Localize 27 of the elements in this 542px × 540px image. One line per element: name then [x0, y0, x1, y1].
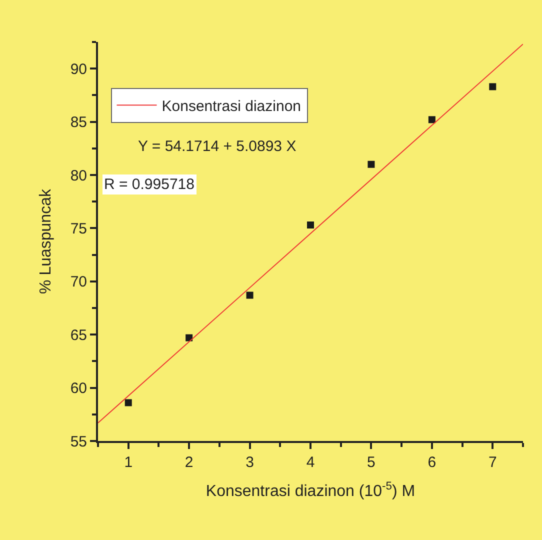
y-tick-label: 80: [70, 167, 87, 184]
legend-label: Konsentrasi diazinon: [162, 98, 302, 115]
annotation: R = 0.995718: [104, 176, 194, 193]
point: [489, 83, 496, 90]
x-tick-label: 3: [246, 454, 254, 471]
point: [186, 334, 193, 342]
y-tick-label: 75: [70, 220, 87, 238]
y-tick-label: 60: [70, 380, 87, 398]
x-axis-title: Konsentrasi diazinon (10$^{-5}$) M: [206, 480, 416, 500]
x-tick-label: 5: [367, 454, 376, 471]
point: [368, 160, 375, 168]
y-tick-label: 85: [70, 114, 87, 132]
y-tick-label: 70: [70, 274, 87, 291]
x-tick-label: 4: [306, 454, 315, 471]
x-tick-label: 1: [124, 454, 133, 471]
x-tick-label: 6: [428, 454, 436, 471]
point: [124, 399, 132, 406]
y-axis-title: % Luaspuncak: [38, 188, 55, 294]
y-tick-label: 65: [70, 326, 87, 344]
point: [428, 116, 436, 124]
annotation: Y = 54.1714 + 5.0893 X: [138, 138, 296, 155]
y-tick-label: 55: [70, 433, 87, 450]
point: [307, 222, 314, 229]
point: [246, 292, 254, 299]
y-tick-label: 90: [70, 60, 87, 78]
x-tick-label: 7: [488, 454, 497, 471]
x-tick-label: 2: [184, 454, 194, 471]
